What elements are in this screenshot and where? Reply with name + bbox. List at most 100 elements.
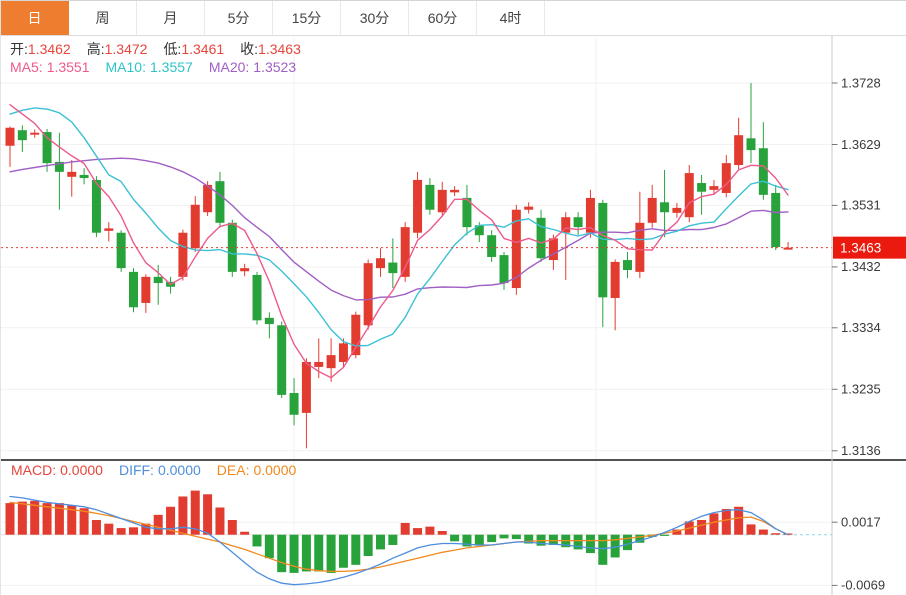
candle-body (487, 235, 497, 257)
macd-bar (511, 534, 521, 540)
candle-body (104, 228, 114, 231)
axis-label: 1.3235 (841, 382, 881, 397)
candle-body (561, 217, 571, 233)
ohlc-value: 1.3472 (104, 41, 148, 57)
candle-body (314, 361, 324, 367)
macd-bar (672, 529, 682, 535)
tab-month[interactable]: 月 (137, 1, 205, 35)
timeframe-toolbar: 日周月 5分 15分 30分 60分 4时 (1, 0, 906, 36)
macd-bar (301, 534, 311, 572)
macd-item: MACD: 0.0000 (11, 462, 103, 478)
candle-body (363, 263, 373, 326)
macd-bar (635, 534, 645, 543)
candle-body (400, 227, 410, 277)
ohlc-item: 收:1.3463 (240, 41, 301, 57)
candle-body (376, 258, 385, 269)
tab-week[interactable]: 周 (69, 1, 137, 35)
candle-body (67, 171, 77, 177)
macd-bar (610, 534, 620, 558)
price-axis-labels: 1.3728 1.3629 1.3531 1.3432 1.3334 1.3235 1.31… (832, 75, 885, 593)
candle-body (672, 207, 682, 213)
macd-bar (623, 534, 632, 551)
candle-body (499, 255, 509, 284)
ma-value: 1.3551 (46, 59, 90, 75)
axis-label: 1.3136 (841, 443, 881, 458)
axis-label: 1.3531 (841, 198, 881, 213)
macd-bar (548, 534, 558, 545)
ma-item: MA5: 1.3551 (10, 59, 90, 75)
ma-readout: MA5: 1.3551 MA10: 1.3557 MA20: 1.3523 (10, 59, 312, 76)
candle-body (351, 314, 361, 356)
macd-bar (277, 534, 287, 573)
candle-body (240, 268, 250, 272)
axis-label: 1.3334 (841, 320, 881, 335)
tab-5min[interactable]: 5分 (205, 1, 273, 35)
candle-body (783, 247, 793, 250)
macd-bar (376, 534, 385, 550)
ohlc-item: 高:1.3472 (87, 41, 148, 57)
axis-label: 0.0017 (841, 515, 881, 530)
ohlc-label: 高: (86, 41, 105, 57)
macd-bar (67, 505, 77, 535)
macd-bar (153, 514, 163, 535)
axis-label: 1.3432 (841, 259, 881, 274)
candle-body (573, 217, 583, 228)
candle-body (746, 138, 756, 151)
candle-body (42, 132, 52, 164)
macd-bar (758, 529, 768, 535)
tab-15min[interactable]: 15分 (273, 1, 341, 35)
macd-bar (771, 533, 781, 535)
macd-bar (450, 534, 460, 542)
macd-item: DEA: 0.0000 (217, 462, 297, 478)
tab-30min[interactable]: 30分 (341, 1, 409, 35)
candle-body (647, 197, 657, 223)
candle-body (437, 189, 447, 213)
macd-bar (91, 519, 101, 535)
ma5-line (9, 103, 789, 379)
candle-body (277, 325, 287, 395)
diff-line (9, 495, 789, 586)
ma-label: MA20: (208, 59, 250, 75)
candle-body (684, 173, 694, 218)
candles (5, 83, 793, 449)
macd-bar (499, 534, 509, 539)
macd-value: 0.0000 (157, 462, 201, 478)
candle-body (511, 209, 521, 289)
ohlc-value: 1.3463 (258, 41, 301, 57)
macd-label: DIFF: (118, 462, 154, 478)
candle-body (623, 260, 632, 271)
macd-bar (585, 534, 595, 554)
macd-bar (116, 528, 126, 535)
macd-bar (178, 496, 188, 535)
ma-value: 1.3557 (149, 59, 193, 75)
tab-day[interactable]: 日 (1, 1, 69, 35)
macd-bar (129, 527, 138, 535)
macd-bar (721, 508, 731, 535)
toolbar-spacer (545, 1, 906, 35)
candle-body (215, 181, 225, 223)
tab-60min[interactable]: 60分 (409, 1, 477, 35)
macd-bar (203, 494, 213, 535)
candle-body (141, 276, 151, 303)
macd-bar (264, 534, 274, 559)
candle-body (252, 274, 262, 321)
macd-bar (289, 534, 299, 573)
macd-bar (487, 534, 497, 543)
macd-bar (573, 534, 583, 550)
candle-body (721, 163, 731, 193)
macd-bar (598, 534, 608, 565)
dea-line (9, 501, 789, 573)
candle-body (129, 271, 138, 308)
candle-body (709, 186, 719, 190)
candle-body (264, 317, 274, 325)
macd-bar (104, 523, 114, 535)
tab-4hour[interactable]: 4时 (477, 1, 545, 35)
macd-bar (363, 534, 373, 557)
ohlc-label: 开: (10, 41, 28, 57)
candle-body (30, 132, 40, 135)
macd-bar (30, 500, 40, 535)
macd-bar (400, 522, 410, 535)
candle-body (5, 127, 15, 146)
